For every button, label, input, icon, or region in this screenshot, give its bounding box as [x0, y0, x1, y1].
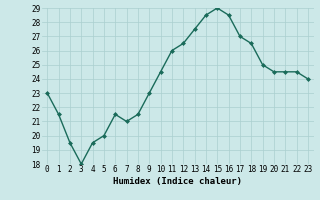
X-axis label: Humidex (Indice chaleur): Humidex (Indice chaleur)	[113, 177, 242, 186]
